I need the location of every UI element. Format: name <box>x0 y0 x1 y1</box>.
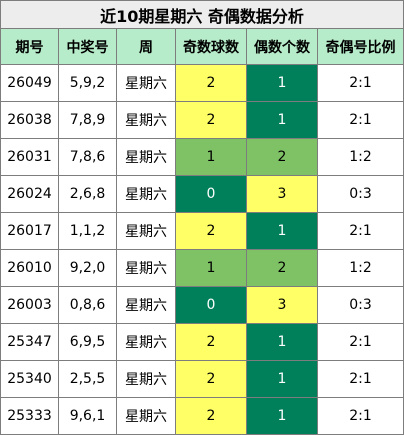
cell-even-count: 1 <box>246 397 318 435</box>
cell-even-count: 1 <box>246 323 318 361</box>
cell-odd-count: 1 <box>175 138 247 176</box>
cell-odd-count: 2 <box>175 101 247 139</box>
cell-numbers: 7,8,9 <box>58 101 117 139</box>
table-row: 25347 6,9,5 星期六 2 1 2:1 <box>0 323 404 361</box>
table-row: 26024 2,6,8 星期六 0 3 0:3 <box>0 175 404 213</box>
table-row: 26049 5,9,2 星期六 2 1 2:1 <box>0 64 404 102</box>
cell-numbers: 7,8,6 <box>58 138 117 176</box>
cell-even-count: 2 <box>246 138 318 176</box>
cell-numbers: 6,9,5 <box>58 323 117 361</box>
cell-issue: 26049 <box>0 64 59 102</box>
cell-issue: 26003 <box>0 286 59 324</box>
cell-odd-count: 2 <box>175 397 247 435</box>
header-issue: 期号 <box>0 28 59 65</box>
cell-ratio: 2:1 <box>317 64 404 102</box>
cell-ratio: 2:1 <box>317 397 404 435</box>
table-body: 26049 5,9,2 星期六 2 1 2:1 26038 7,8,9 星期六 2 1 2:1 2603… <box>0 64 404 435</box>
cell-even-count: 3 <box>246 286 318 324</box>
header-even-count: 偶数个数 <box>246 28 318 65</box>
cell-ratio: 0:3 <box>317 175 404 213</box>
cell-numbers: 2,5,5 <box>58 360 117 398</box>
header-numbers: 中奖号 <box>58 28 117 65</box>
header-ratio: 奇偶号比例 <box>317 28 404 65</box>
cell-odd-count: 1 <box>175 249 247 287</box>
cell-odd-count: 2 <box>175 323 247 361</box>
cell-numbers: 1,1,2 <box>58 212 117 250</box>
cell-numbers: 9,2,0 <box>58 249 117 287</box>
cell-odd-count: 0 <box>175 175 247 213</box>
header-row: 期号 中奖号 周 奇数球数 偶数个数 奇偶号比例 <box>0 28 404 65</box>
cell-odd-count: 0 <box>175 286 247 324</box>
cell-weekday: 星期六 <box>116 360 176 398</box>
cell-numbers: 5,9,2 <box>58 64 117 102</box>
cell-issue: 25340 <box>0 360 59 398</box>
cell-odd-count: 2 <box>175 64 247 102</box>
cell-issue: 26038 <box>0 101 59 139</box>
cell-weekday: 星期六 <box>116 397 176 435</box>
cell-even-count: 1 <box>246 360 318 398</box>
cell-even-count: 1 <box>246 64 318 102</box>
cell-numbers: 0,8,6 <box>58 286 117 324</box>
cell-issue: 25333 <box>0 397 59 435</box>
cell-ratio: 1:2 <box>317 249 404 287</box>
cell-weekday: 星期六 <box>116 286 176 324</box>
table-row: 26038 7,8,9 星期六 2 1 2:1 <box>0 101 404 139</box>
table-row: 26010 9,2,0 星期六 1 2 1:2 <box>0 249 404 287</box>
table-title: 近10期星期六 奇偶数据分析 <box>0 0 404 29</box>
cell-ratio: 2:1 <box>317 360 404 398</box>
cell-issue: 26024 <box>0 175 59 213</box>
cell-numbers: 2,6,8 <box>58 175 117 213</box>
header-weekday: 周 <box>116 28 176 65</box>
cell-odd-count: 2 <box>175 360 247 398</box>
table-row: 25340 2,5,5 星期六 2 1 2:1 <box>0 360 404 398</box>
table-row: 25333 9,6,1 星期六 2 1 2:1 <box>0 397 404 435</box>
header-odd-count: 奇数球数 <box>175 28 247 65</box>
cell-even-count: 2 <box>246 249 318 287</box>
cell-ratio: 2:1 <box>317 101 404 139</box>
cell-ratio: 1:2 <box>317 138 404 176</box>
cell-weekday: 星期六 <box>116 64 176 102</box>
cell-weekday: 星期六 <box>116 323 176 361</box>
cell-ratio: 2:1 <box>317 323 404 361</box>
cell-issue: 26031 <box>0 138 59 176</box>
cell-even-count: 1 <box>246 212 318 250</box>
table-row: 26003 0,8,6 星期六 0 3 0:3 <box>0 286 404 324</box>
cell-weekday: 星期六 <box>116 175 176 213</box>
table-row: 26031 7,8,6 星期六 1 2 1:2 <box>0 138 404 176</box>
cell-numbers: 9,6,1 <box>58 397 117 435</box>
cell-ratio: 0:3 <box>317 286 404 324</box>
cell-weekday: 星期六 <box>116 101 176 139</box>
cell-issue: 25347 <box>0 323 59 361</box>
cell-weekday: 星期六 <box>116 138 176 176</box>
cell-issue: 26010 <box>0 249 59 287</box>
cell-even-count: 1 <box>246 101 318 139</box>
cell-weekday: 星期六 <box>116 249 176 287</box>
cell-weekday: 星期六 <box>116 212 176 250</box>
cell-issue: 26017 <box>0 212 59 250</box>
cell-odd-count: 2 <box>175 212 247 250</box>
cell-even-count: 3 <box>246 175 318 213</box>
table-row: 26017 1,1,2 星期六 2 1 2:1 <box>0 212 404 250</box>
cell-ratio: 2:1 <box>317 212 404 250</box>
